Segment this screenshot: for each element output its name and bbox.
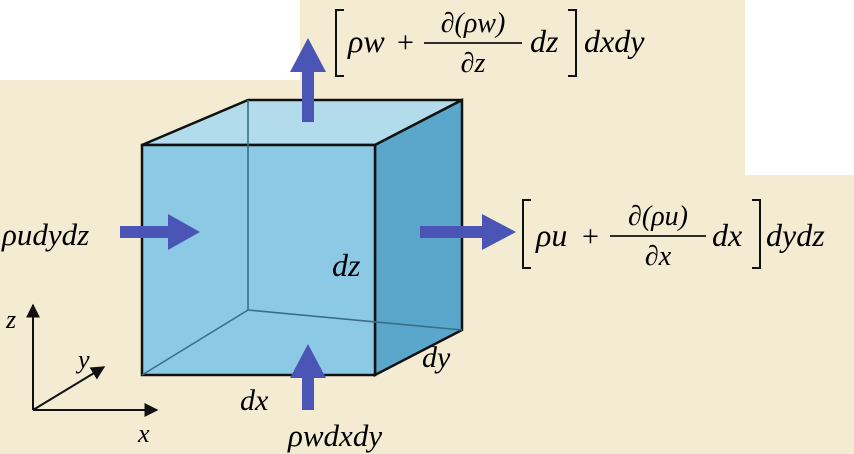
left-flux-label: ρudydz bbox=[1, 217, 89, 252]
top-flux-plus: + bbox=[397, 26, 414, 59]
hidden-edge-back bbox=[247, 309, 463, 331]
right-flux-dx: dx bbox=[712, 217, 742, 253]
bottom-flux-label: ρwdxdy bbox=[287, 418, 382, 453]
axis-y-label: y bbox=[75, 345, 90, 374]
axis-x-label: x bbox=[137, 419, 150, 448]
right-flux-tail: dydz bbox=[766, 217, 825, 253]
left-flux-arrow bbox=[120, 214, 200, 250]
hidden-edge-depth bbox=[141, 309, 249, 376]
right-flux-numerator: ∂(ρu) bbox=[628, 201, 688, 232]
white-patch-top-left bbox=[0, 0, 300, 80]
dx-label: dx bbox=[240, 384, 269, 417]
top-flux-arrow bbox=[290, 38, 326, 122]
cube-front-face bbox=[140, 143, 377, 377]
dz-label: dz bbox=[332, 247, 361, 283]
right-flux-arrow bbox=[420, 214, 516, 250]
right-bracket bbox=[752, 199, 761, 269]
top-flux-numerator: ∂(ρw) bbox=[441, 8, 506, 39]
top-flux-rho-w: ρw bbox=[347, 23, 385, 59]
right-flux-plus: + bbox=[582, 220, 599, 253]
top-flux-dz: dz bbox=[530, 23, 559, 59]
y-axis bbox=[32, 366, 106, 411]
right-flux-denominator: ∂x bbox=[645, 241, 672, 272]
bottom-flux-arrow bbox=[290, 344, 326, 410]
axis-z-label: z bbox=[5, 305, 16, 334]
right-bracket bbox=[568, 9, 577, 77]
coordinate-axes: z y x bbox=[5, 303, 159, 448]
top-flux-tail: dxdy bbox=[584, 23, 645, 59]
right-flux-rho-u: ρu bbox=[535, 217, 567, 253]
cube bbox=[140, 97, 464, 378]
right-flux-expression: ρu + ∂(ρu) ∂x dx dydz bbox=[522, 199, 825, 272]
left-bracket bbox=[335, 9, 344, 77]
top-flux-denominator: ∂z bbox=[461, 48, 486, 79]
white-patch-right bbox=[745, 0, 854, 175]
left-bracket bbox=[522, 199, 531, 269]
dy-label: dy bbox=[422, 341, 451, 374]
top-flux-expression: ρw + ∂(ρw) ∂z dz dxdy bbox=[335, 8, 645, 79]
